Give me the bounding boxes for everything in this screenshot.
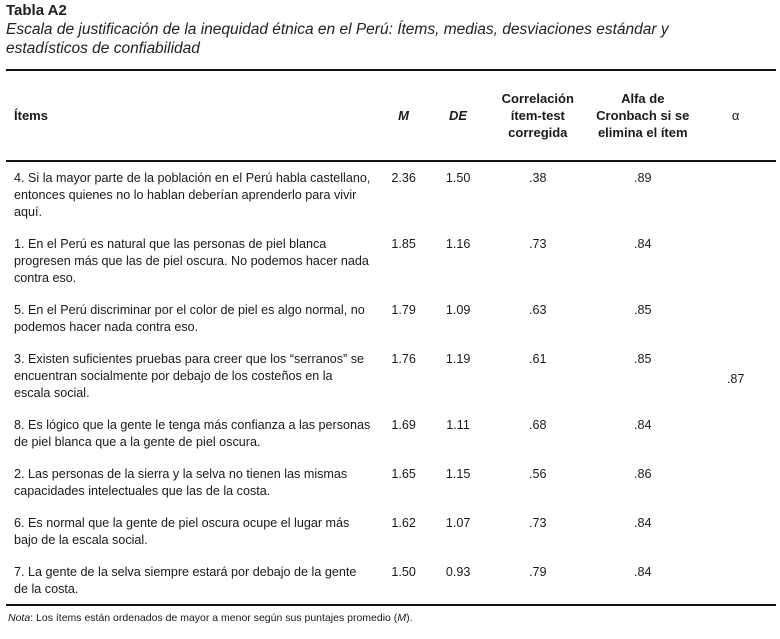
alpha-value: .87	[695, 161, 776, 606]
data-table: Ítems M DE Correlación ítem-test corregi…	[6, 69, 776, 606]
header-m: M	[376, 69, 431, 162]
mean-value: 1.50	[376, 564, 431, 606]
mean-value: 1.79	[391, 303, 416, 317]
note-text: : Los ítems están ordenados de mayor a m…	[30, 612, 398, 624]
note-label: Nota	[8, 612, 31, 624]
mean-value: 1.65	[391, 467, 416, 481]
item-text: 7. La gente de la selva siempre estará p…	[6, 564, 377, 606]
header-de: DE	[430, 69, 486, 162]
sd-value: 1.15	[445, 467, 471, 481]
sd-value: 1.16	[445, 237, 471, 251]
correlation-value: .56	[529, 467, 547, 481]
header-correlation: Correlación ítem-test corregida	[485, 69, 591, 162]
correlation-value: .68	[529, 418, 547, 432]
correlation-value: .73	[529, 237, 547, 251]
item-text: 1. En el Perú es natural que las persona…	[14, 237, 369, 285]
sd-value: 1.09	[445, 303, 471, 317]
sd-value: 1.50	[445, 171, 471, 185]
correlation-value: .38	[529, 171, 547, 185]
table-row: 1. En el Perú es natural que las persona…	[6, 236, 776, 302]
mean-value: 1.69	[391, 418, 416, 432]
table-row: 8. Es lógico que la gente le tenga más c…	[6, 417, 776, 466]
mean-value: 2.36	[391, 171, 416, 185]
table-row: 5. En el Perú discriminar por el color d…	[6, 302, 776, 351]
sd-value: 0.93	[430, 564, 486, 606]
alfa-if-deleted-value: .84	[634, 418, 652, 432]
sd-value: 1.07	[445, 516, 471, 530]
correlation-value: .73	[529, 516, 547, 530]
header-alfa-cronbach: Alfa de Cronbach si se elimina el ítem	[590, 69, 696, 162]
note-end: ).	[406, 612, 413, 624]
item-text: 3. Existen suficientes pruebas para cree…	[14, 352, 364, 400]
header-items: Ítems	[6, 69, 377, 162]
table-row: 4. Si la mayor parte de la población en …	[6, 161, 776, 606]
table-note: Nota: Los ítems están ordenados de mayor…	[6, 612, 774, 624]
alfa-if-deleted-value: .89	[634, 171, 652, 185]
table-caption: Escala de justificación de la inequidad …	[6, 21, 669, 57]
item-text: 4. Si la mayor parte de la población en …	[14, 171, 371, 219]
table-row: 2. Las personas de la sierra y la selva …	[6, 466, 776, 515]
sd-value: 1.19	[445, 352, 471, 366]
item-text: 2. Las personas de la sierra y la selva …	[14, 467, 348, 498]
mean-value: 1.85	[391, 237, 416, 251]
item-text: 5. En el Perú discriminar por el color d…	[14, 303, 365, 334]
alfa-if-deleted-value: .84	[634, 516, 652, 530]
correlation-value: .79	[485, 564, 591, 606]
alfa-if-deleted-value: .84	[634, 237, 652, 251]
note-m: M	[397, 612, 407, 624]
table-row: 6. Es normal que la gente de piel oscura…	[6, 515, 776, 564]
item-text: 8. Es lógico que la gente le tenga más c…	[14, 418, 371, 449]
alfa-if-deleted-value: .84	[590, 564, 696, 606]
correlation-value: .61	[529, 352, 547, 366]
alfa-if-deleted-value: .85	[634, 303, 652, 317]
table-label: Tabla A2	[6, 2, 67, 19]
mean-value: 1.62	[391, 516, 416, 530]
sd-value: 1.11	[446, 418, 470, 432]
table-row: 3. Existen suficientes pruebas para cree…	[6, 351, 776, 417]
header-row: Ítems M DE Correlación ítem-test corregi…	[6, 69, 776, 162]
table-row: 7. La gente de la selva siempre estará p…	[6, 564, 776, 606]
alfa-if-deleted-value: .85	[634, 352, 652, 366]
table-document: Tabla A2 Escala de justificación de la i…	[0, 2, 776, 624]
alfa-if-deleted-value: .86	[634, 467, 652, 481]
item-text: 6. Es normal que la gente de piel oscura…	[14, 516, 350, 547]
correlation-value: .63	[529, 303, 547, 317]
header-alpha: α	[695, 69, 776, 162]
mean-value: 1.76	[391, 352, 416, 366]
